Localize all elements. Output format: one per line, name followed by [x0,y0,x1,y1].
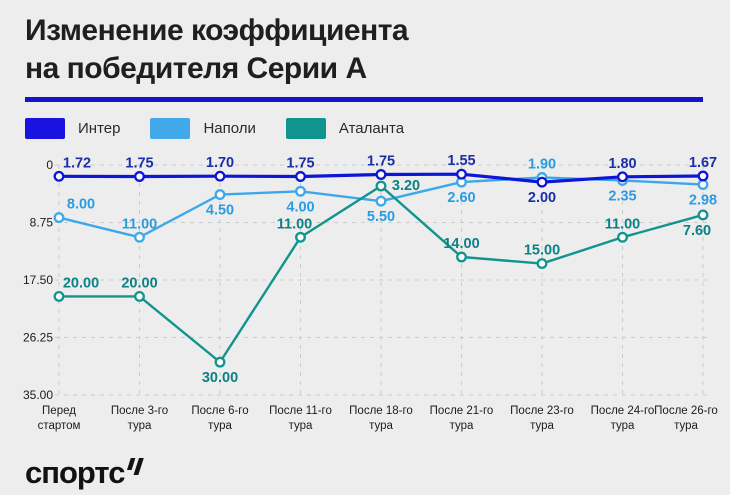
value-label-napoli: 5.50 [367,209,395,225]
data-point-atalanta [617,231,628,243]
sports-logo-text: спортс [25,455,125,490]
y-axis-tick: 35.00 [23,388,53,402]
value-label-napoli: 4.00 [286,199,314,215]
value-label-inter: 1.80 [608,156,636,172]
value-label-inter: 2.00 [528,190,556,206]
legend-label-napoli: Наполи [203,120,256,137]
legend-swatch-inter [25,118,65,139]
value-label-atalanta: 20.00 [63,275,99,291]
data-point-napoli [375,195,387,207]
value-label-atalanta: 14.00 [443,236,479,252]
data-point-napoli [134,231,145,243]
data-point-inter [456,168,467,180]
data-point-napoli [53,212,65,224]
accent-divider [25,97,703,102]
data-point-inter [536,176,548,188]
data-point-inter [134,171,145,182]
x-axis-label: После 21-го тура [430,405,494,432]
data-point-atalanta [456,251,467,263]
data-point-atalanta [295,231,306,243]
value-label-atalanta: 20.00 [121,275,157,291]
legend-label-inter: Интер [78,120,121,137]
legend-label-atalanta: Аталанта [338,120,405,137]
legend-item-napoli: Наполи [150,118,256,139]
x-axis-label: После 3-го тура [111,405,168,432]
value-label-inter: 1.75 [367,154,395,170]
value-label-napoli: 11.00 [122,216,158,232]
chart-title-line2: на победителя Серии А [25,52,367,85]
data-point-atalanta [53,290,65,302]
value-label-atalanta: 11.00 [277,216,313,232]
y-axis-tick: 17.50 [23,273,53,287]
value-label-inter: 1.55 [447,153,475,169]
value-label-atalanta: 15.00 [524,243,560,259]
value-label-inter: 1.75 [125,156,153,172]
legend-item-inter: Интер [25,118,120,139]
value-label-atalanta: 30.00 [202,370,238,386]
x-axis-label: После 11-го тура [269,405,332,432]
y-axis-tick: 0 [46,158,53,172]
value-label-inter: 1.67 [689,155,717,171]
sports-logo-quote-icon [127,458,145,475]
legend-swatch-napoli [150,118,191,139]
data-point-atalanta [697,209,709,221]
x-axis-label: После 6-го тура [191,405,248,432]
value-label-napoli: 2.60 [447,190,475,206]
data-point-napoli [295,185,306,197]
value-label-inter: 1.70 [206,155,234,171]
value-label-napoli: 2.35 [608,188,636,204]
data-point-atalanta [134,290,145,302]
sports-logo: спортс [25,455,145,491]
data-point-inter [617,171,628,183]
data-point-atalanta [536,258,548,270]
data-point-inter [697,170,709,182]
value-label-napoli: 4.50 [206,203,234,219]
data-point-napoli [697,179,709,191]
data-point-inter [53,170,65,182]
y-axis-tick: 8.75 [30,216,54,230]
legend-item-atalanta: Аталанта [285,118,405,139]
x-axis-label: После 18-го тура [349,405,413,432]
data-point-inter [375,169,387,180]
chart-title-line1: Изменение коэффициента [25,14,409,47]
chart-title: Изменение коэффициента на победителя Сер… [25,12,409,88]
value-label-napoli: 2.98 [689,193,717,209]
legend-swatch-atalanta [285,118,326,139]
x-axis-label: После 24-го тура [591,405,655,432]
data-point-inter [295,171,306,182]
value-label-atalanta: 7.60 [683,223,711,239]
value-label-atalanta: 11.00 [605,216,641,232]
y-axis-tick: 26.25 [23,331,53,345]
data-point-atalanta [375,180,387,192]
value-label-napoli: 8.00 [67,197,95,213]
data-point-inter [214,170,226,182]
data-point-napoli [214,189,226,201]
value-label-inter: 1.72 [63,155,91,171]
data-point-atalanta [214,356,226,368]
chart-legend: Интер Наполи Аталанта [25,118,434,139]
x-axis-label: Перед стартом [38,405,81,432]
value-label-inter: 1.75 [286,156,314,172]
x-axis-label: После 23-го тура [510,405,574,432]
x-axis-label: После 26-го тура [654,405,718,432]
value-label-atalanta: 3.20 [392,178,420,194]
value-label-napoli: 1.90 [528,156,556,172]
